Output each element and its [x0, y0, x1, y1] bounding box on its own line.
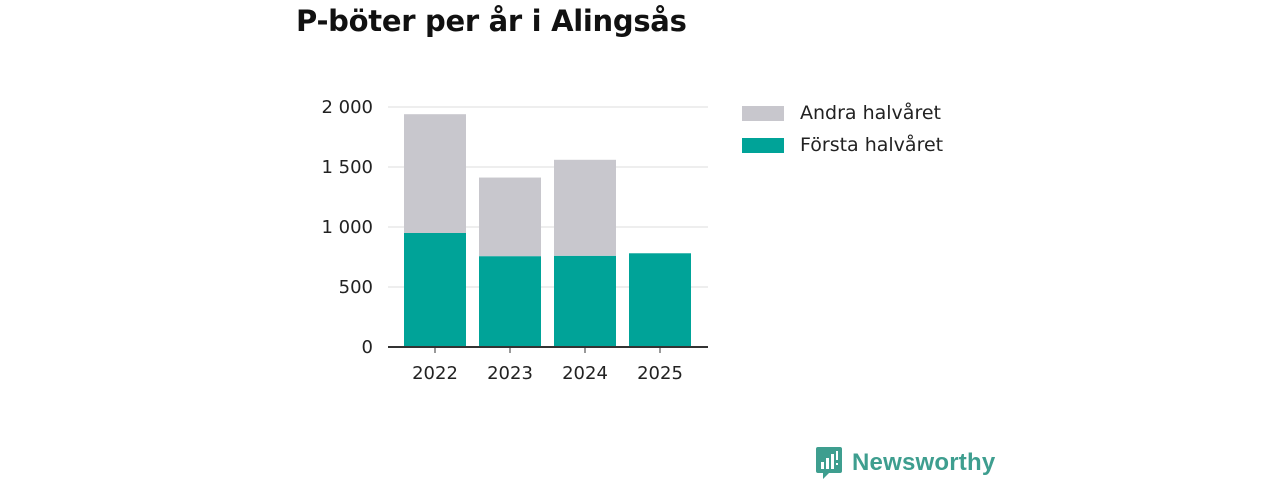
bar-2023-andra-halvaret[interactable] [479, 177, 541, 257]
bar-2025-forsta-halvaret[interactable] [629, 253, 691, 347]
newsworthy-wordmark: Newsworthy [852, 449, 996, 476]
legend-label-andra-halvaret: Andra halvåret [800, 102, 941, 124]
x-tick-label-2025: 2025 [637, 363, 683, 384]
bar-2024-forsta-halvaret[interactable] [554, 255, 616, 347]
legend-swatch-andra-halvaret [742, 105, 784, 121]
bars [404, 114, 691, 347]
bar-2024-andra-halvaret[interactable] [554, 159, 616, 256]
axes: 0 500 1 000 1 500 2 000 2022 2023 2024 2025 [321, 97, 708, 384]
bar-2023-forsta-halvaret[interactable] [479, 256, 541, 347]
y-tick-label-1500: 1 500 [321, 157, 373, 178]
x-tick-label-2023: 2023 [487, 363, 533, 384]
y-tick-label-0: 0 [362, 337, 373, 358]
bar-2022-andra-halvaret[interactable] [404, 114, 466, 233]
newsworthy-logo-icon [816, 447, 842, 479]
y-tick-label-2000: 2 000 [321, 97, 373, 118]
chart-title: P-böter per år i Alingsås [296, 4, 687, 38]
legend-label-forsta-halvaret: Första halvåret [800, 134, 944, 156]
y-tick-label-500: 500 [339, 277, 373, 298]
newsworthy-brand[interactable]: Newsworthy [815, 446, 995, 480]
bar-2022-forsta-halvaret[interactable] [404, 233, 466, 347]
legend-swatch-forsta-halvaret [742, 137, 784, 153]
x-tick-label-2022: 2022 [412, 363, 458, 384]
x-tick-label-2024: 2024 [562, 363, 608, 384]
legend-item-forsta-halvaret[interactable]: Första halvåret [742, 129, 943, 161]
chart-legend: Andra halvåret Första halvåret [742, 97, 943, 161]
y-tick-label-1000: 1 000 [321, 217, 373, 238]
legend-item-andra-halvaret[interactable]: Andra halvåret [742, 97, 943, 129]
